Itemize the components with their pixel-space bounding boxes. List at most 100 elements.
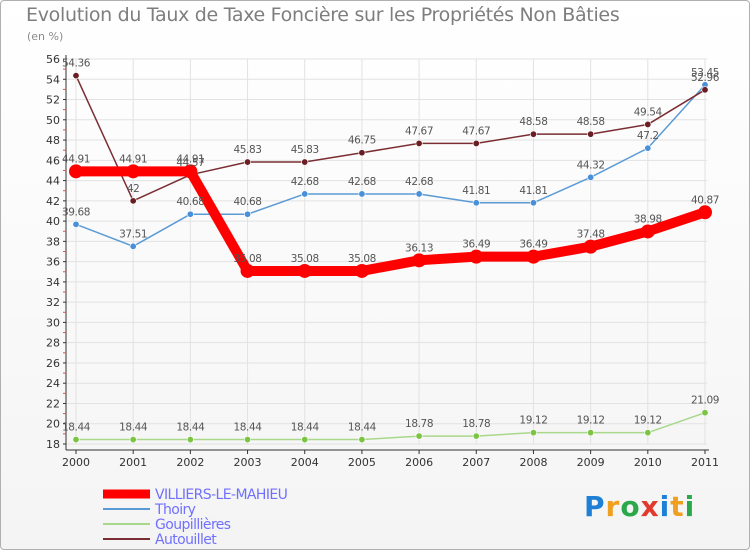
data-label: 44.32	[577, 159, 605, 171]
data-point	[72, 220, 80, 228]
y-tick-label: 24	[46, 377, 60, 390]
data-label: 18.78	[462, 418, 490, 430]
logo-letter: x	[640, 490, 660, 523]
data-label: 38.98	[634, 213, 662, 225]
y-tick-label: 38	[46, 235, 60, 248]
data-point	[583, 239, 598, 254]
x-tick-label: 2005	[348, 456, 376, 469]
y-ticks: 18 20 22 24 26 28 30 32 34 36 38 40 42 44 46 48 50 52 54 56	[46, 53, 60, 451]
data-point	[129, 436, 137, 444]
data-label: 18.44	[234, 422, 263, 434]
data-label: 47.67	[462, 125, 490, 137]
data-point	[472, 139, 480, 147]
data-label: 53.45	[691, 67, 719, 79]
data-point	[301, 436, 309, 444]
y-tick-label: 28	[46, 337, 60, 350]
y-tick-label: 22	[46, 397, 60, 410]
data-point	[183, 164, 198, 179]
data-point	[415, 432, 423, 440]
data-point	[412, 253, 427, 268]
data-label: 40.68	[234, 196, 262, 208]
data-point	[358, 436, 366, 444]
data-label: 47.2	[637, 130, 659, 142]
data-point	[297, 263, 312, 278]
series-autouillet	[72, 72, 709, 205]
data-label: 41.81	[462, 185, 490, 197]
legend: VILLIERS-LE-MAHIEUThoiryGoupillièresAuto…	[103, 487, 288, 548]
data-label: 39.68	[62, 206, 90, 218]
series-line	[76, 411, 706, 441]
data-label: 42	[127, 183, 140, 195]
x-tick-label: 2010	[634, 456, 662, 469]
y-tick-label: 40	[46, 215, 60, 228]
data-point	[529, 199, 537, 207]
chart-title: Evolution du Taux de Taxe Foncière sur l…	[26, 4, 620, 26]
data-point	[244, 158, 252, 166]
data-point	[358, 149, 366, 157]
logo-letter: r	[605, 490, 621, 523]
axes	[63, 55, 709, 451]
data-label: 40.87	[691, 194, 719, 206]
data-label: 49.54	[634, 106, 663, 118]
data-label: 35.08	[348, 253, 376, 265]
data-point	[472, 199, 480, 207]
data-point	[587, 173, 595, 181]
data-label: 42.68	[348, 176, 376, 188]
data-label: 36.49	[462, 239, 490, 251]
x-tick-label: 2004	[291, 456, 319, 469]
data-point	[69, 164, 83, 179]
data-point	[587, 429, 595, 437]
data-label: 18.44	[176, 422, 205, 434]
data-label: 35.08	[291, 253, 319, 265]
data-point	[698, 205, 712, 220]
data-label: 19.12	[634, 415, 662, 427]
data-label: 19.12	[519, 415, 547, 427]
logo-letter: i	[684, 490, 696, 523]
data-label: 35.08	[234, 253, 262, 265]
logo-letter: o	[620, 490, 641, 523]
y-tick-label: 34	[46, 276, 60, 289]
x-tick-label: 2009	[577, 456, 605, 469]
data-point	[244, 436, 252, 444]
y-tick-label: 48	[46, 134, 60, 147]
data-label: 18.44	[348, 422, 377, 434]
data-label: 41.81	[519, 185, 547, 197]
data-label: 36.49	[519, 239, 547, 251]
y-tick-label: 30	[46, 316, 60, 329]
data-label: 54.36	[62, 58, 91, 70]
data-point	[644, 120, 652, 128]
data-point	[472, 432, 480, 440]
data-point	[72, 72, 80, 80]
data-label: 45.83	[291, 144, 319, 156]
data-label: 18.44	[62, 422, 91, 434]
data-label: 44.91	[176, 153, 204, 165]
data-label: 47.67	[405, 125, 433, 137]
data-label: 18.78	[405, 418, 433, 430]
x-tick-label: 2006	[405, 456, 433, 469]
x-tick-label: 2003	[234, 456, 262, 469]
y-tick-label: 32	[46, 296, 60, 309]
data-label: 45.83	[234, 144, 262, 156]
x-ticks: 2000 2001 2002 2003 2004 2005 2006 2007 2008 2009…	[62, 450, 719, 469]
y-tick-label: 20	[46, 418, 60, 431]
data-point	[72, 436, 80, 444]
data-label: 36.13	[405, 242, 433, 254]
legend-label: Autouillet	[155, 532, 217, 548]
y-tick-label: 56	[46, 53, 60, 66]
data-point	[244, 210, 252, 218]
data-point	[129, 197, 137, 205]
proxiti-logo: Proxiti	[584, 490, 695, 523]
series-thoiry	[72, 81, 709, 250]
data-point	[640, 224, 655, 239]
series-line	[75, 75, 706, 202]
data-label: 44.91	[119, 153, 147, 165]
data-point	[415, 139, 423, 147]
data-point	[358, 190, 366, 198]
data-point	[526, 249, 541, 264]
logo-letter: P	[584, 490, 606, 523]
x-tick-label: 2007	[462, 456, 490, 469]
data-label: 44.57	[176, 157, 204, 169]
data-point	[644, 144, 652, 152]
